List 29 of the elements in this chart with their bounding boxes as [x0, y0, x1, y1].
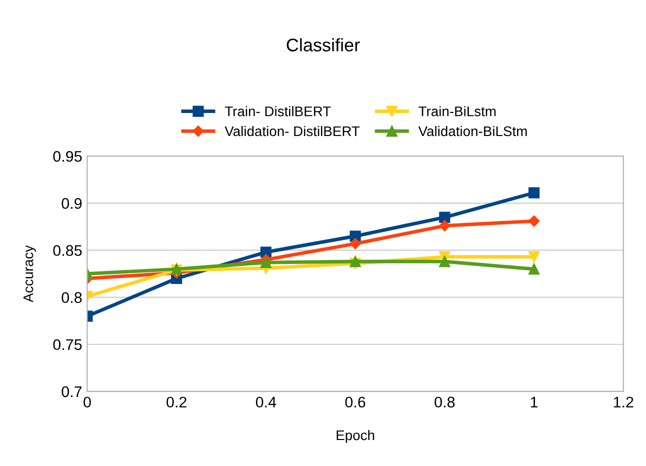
- x-tick-label: 0.2: [166, 396, 186, 408]
- y-tick-label: 0.9: [62, 198, 82, 209]
- x-tick-label: 0.4: [256, 396, 276, 408]
- y-axis-title: Accuracy: [24, 245, 36, 302]
- point: [439, 256, 450, 268]
- x-axis-title: Epoch: [336, 430, 374, 443]
- y-tick-label: 0.85: [53, 245, 82, 256]
- y-tick-label: 0.95: [53, 150, 82, 162]
- x-tick-label: 0: [84, 396, 91, 408]
- point: [439, 220, 450, 232]
- x-tick-label: 0.8: [434, 396, 455, 408]
- point: [528, 264, 540, 275]
- point: [260, 256, 272, 268]
- point: [528, 251, 540, 262]
- point: [528, 215, 540, 227]
- point: [528, 187, 540, 198]
- y-tick-label: 0.8: [62, 292, 82, 303]
- y-tick-label: 0.75: [53, 339, 82, 350]
- legend-label: Validation-BiLStm: [418, 126, 527, 136]
- x-tick-label: 1: [530, 396, 538, 408]
- x-tick-label: 0.6: [345, 396, 366, 408]
- legend-label: Validation- DistilBERT: [224, 126, 360, 136]
- point: [439, 212, 450, 223]
- legend-label: Train- DistilBERT: [224, 106, 331, 116]
- chart-title: Classifier: [286, 38, 360, 52]
- point: [350, 238, 361, 250]
- y-tick-label: 0.7: [62, 386, 82, 398]
- legend-label: Train-BiLstm: [418, 106, 496, 116]
- x-tick-label: 1.2: [614, 396, 634, 408]
